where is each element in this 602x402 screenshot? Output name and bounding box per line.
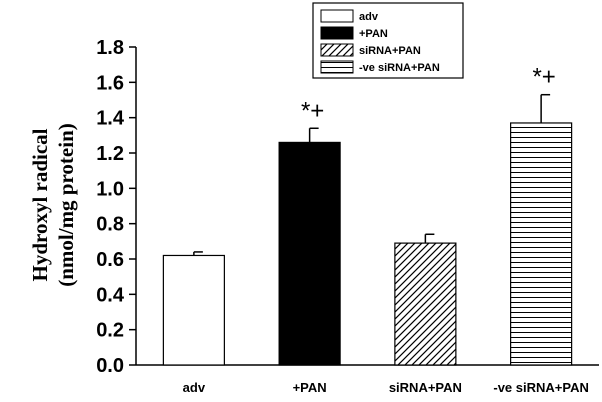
legend-label: siRNA+PAN: [359, 45, 421, 57]
legend-swatch: [320, 60, 354, 74]
legend: adv +PAN siRNA+PAN -ve siRNA+PAN: [312, 2, 464, 79]
y-tick-label: 0.4: [96, 284, 125, 306]
y-axis-title-line1: Hydroxyl radical: [28, 128, 52, 281]
y-tick-label: 1.4: [96, 108, 125, 130]
y-tick-label: 0.6: [96, 249, 124, 271]
x-tick-label: -ve siRNA+PAN: [493, 380, 588, 395]
legend-swatch: [320, 9, 354, 23]
y-tick-label: 1.6: [96, 72, 124, 94]
legend-label: -ve siRNA+PAN: [359, 62, 440, 74]
y-tick-label: 1.8: [96, 37, 124, 59]
legend-swatch: [320, 26, 354, 40]
bar: [278, 141, 341, 366]
x-tick-label: adv: [183, 380, 206, 395]
bars: adv *+ +PAN siRNA+PAN *+ -ve siRNA+PAN: [162, 64, 589, 395]
y-axis-title: Hydroxyl radical (nmol/mg protein): [28, 123, 78, 287]
x-tick-label: +PAN: [293, 380, 327, 395]
bar: [510, 122, 573, 366]
y-tick-label: 1.0: [96, 178, 124, 200]
bar: [162, 254, 225, 366]
legend-label: +PAN: [359, 28, 388, 40]
legend-label: adv: [359, 11, 379, 23]
significance-marker: *+: [532, 64, 555, 91]
y-tick-label: 0.2: [96, 320, 124, 342]
legend-swatch: [320, 43, 354, 57]
y-tick-label: 0.0: [96, 355, 124, 377]
significance-marker: *+: [301, 97, 324, 124]
y-axis-title-line2: (nmol/mg protein): [54, 123, 78, 287]
bar: [394, 242, 457, 366]
y-tick-label: 1.2: [96, 143, 124, 165]
axes: 0.0 0.2 0.4 0.6 0.8 1.0 1.2 1.4 1.6 1.8: [96, 37, 599, 377]
x-tick-label: siRNA+PAN: [389, 380, 462, 395]
y-tick-label: 0.8: [96, 214, 124, 236]
